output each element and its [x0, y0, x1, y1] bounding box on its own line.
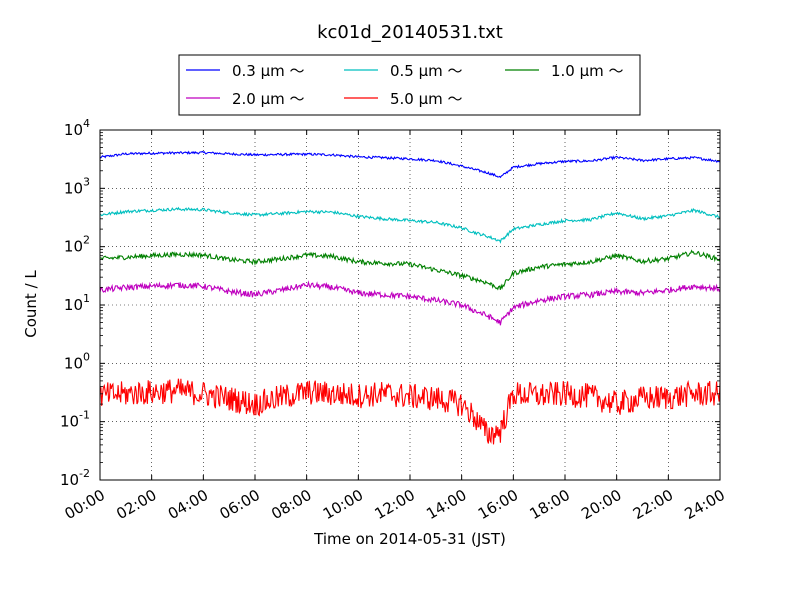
y-tick-label: 103 — [64, 175, 90, 197]
y-tick-label: 10-1 — [60, 409, 90, 431]
legend-label-4: 2.0 μm ～ — [232, 90, 305, 108]
y-axis-label: Count / L — [22, 270, 40, 338]
series-line-5 — [99, 378, 721, 445]
y-tick-label: 100 — [64, 350, 90, 372]
y-tick-label: 104 — [64, 117, 90, 139]
series-line-4 — [99, 280, 721, 326]
series-line-1 — [99, 150, 721, 179]
y-tick-label: 101 — [64, 292, 90, 314]
legend-label-3: 1.0 μm ～ — [551, 62, 624, 80]
x-axis-label: Time on 2014-05-31 (JST) — [313, 530, 506, 548]
y-tick-label: 102 — [64, 234, 90, 256]
y-tick-label: 10-2 — [60, 467, 90, 489]
series-line-2 — [99, 206, 721, 244]
legend-label-2: 0.5 μm ～ — [390, 62, 463, 80]
legend-label-1: 0.3 μm ～ — [232, 62, 305, 80]
legend-label-5: 5.0 μm ～ — [390, 90, 463, 108]
series-line-3 — [99, 249, 721, 291]
chart-title: kc01d_20140531.txt — [317, 22, 503, 43]
plot-area: 00:00 02:00 04:00 06:00 08:00 10:00 12:00 14:00… — [60, 117, 728, 523]
legend-box — [178, 54, 641, 116]
legend: 0.3 μm ～ 0.5 μm ～ 1.0 μm ～ 2.0 μm ～ 5.0 μm ～ — [178, 54, 641, 116]
